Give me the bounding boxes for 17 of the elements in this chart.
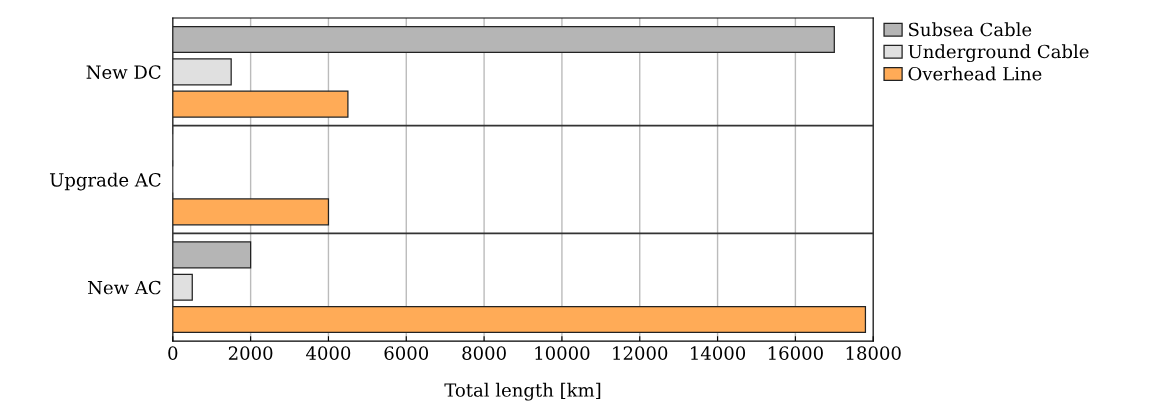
legend-label: Subsea Cable	[909, 22, 1032, 37]
y-tick-label: New AC	[88, 280, 161, 295]
x-tick-label: 8000	[462, 346, 506, 360]
x-tick-label: 0	[168, 346, 178, 360]
x-tick-label: 4000	[306, 346, 351, 360]
legend-label: Underground Cable	[908, 44, 1089, 63]
x-tick-label: 6000	[384, 346, 429, 360]
x-tick-label: 10000	[535, 346, 590, 360]
y-tick-label: New DC	[86, 65, 161, 79]
x-tick-label: 18000	[846, 346, 901, 360]
x-tick-label: 16000	[768, 346, 823, 360]
y-tick-label: Upgrade AC	[49, 172, 161, 191]
x-tick-label: 2000	[228, 346, 273, 360]
x-tick-label: 12000	[613, 346, 668, 360]
x-tick-label: 14000	[691, 346, 746, 360]
legend-label: Overhead Line	[908, 66, 1042, 81]
x-axis-title: Total length [km]	[444, 382, 601, 401]
